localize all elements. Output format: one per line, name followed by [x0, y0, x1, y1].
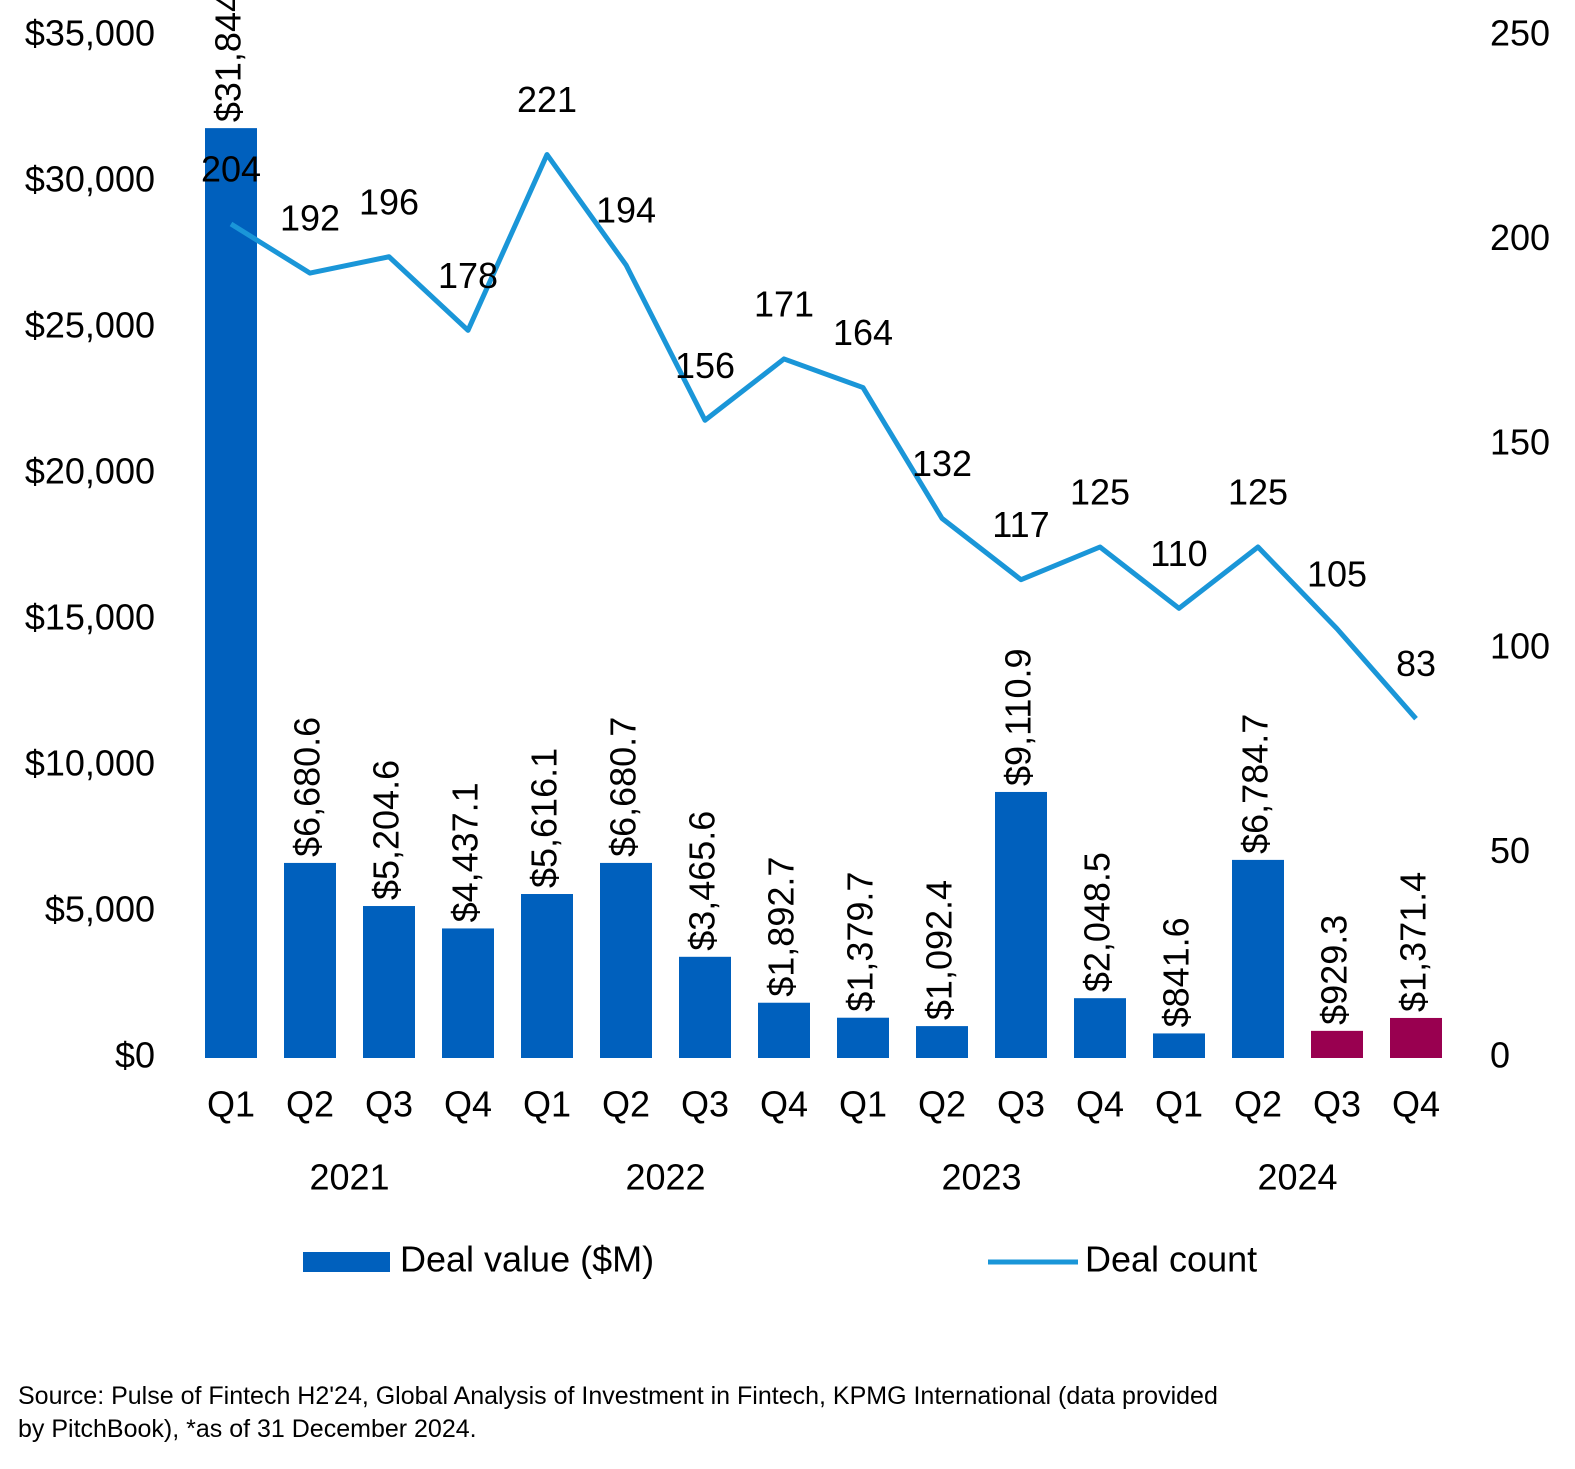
bar: [442, 928, 494, 1058]
legend-label: Deal value ($M): [400, 1239, 654, 1280]
bar-value-label: $5,616.1: [524, 748, 565, 888]
y2-tick-label: 200: [1490, 217, 1550, 258]
source-note: Source: Pulse of Fintech H2'24, Global A…: [18, 1382, 1218, 1443]
group-label: 2021: [309, 1157, 389, 1198]
legend-label: Deal count: [1085, 1239, 1257, 1280]
chart: $0 $5,000 $10,000 $15,000 $20,000 $25,000 $30,…: [25, 0, 1550, 1280]
bar-value-label: $6,680.7: [603, 717, 644, 857]
bar-value-label: $5,204.6: [366, 760, 407, 900]
line-value-label: 105: [1307, 553, 1367, 594]
x-tick-label: Q3: [997, 1084, 1045, 1125]
line-value-label: 204: [201, 149, 261, 190]
bar-value-label: $31,844.9: [208, 0, 249, 122]
line-value-label: 194: [596, 189, 656, 230]
line-value-label: 221: [517, 79, 577, 120]
line-value-label: 132: [912, 443, 972, 484]
x-tick-label: Q3: [681, 1084, 729, 1125]
bar-value-label: $841.6: [1156, 917, 1197, 1027]
line-value-label: 156: [675, 345, 735, 386]
bar-value-label: $6,680.6: [287, 717, 328, 857]
bar: [205, 128, 257, 1059]
x-tick-label: Q1: [1155, 1084, 1203, 1125]
y-tick-label: $15,000: [25, 597, 155, 638]
x-tick-label: Q1: [207, 1084, 255, 1125]
line-value-label: 117: [992, 504, 1049, 545]
y2-tick-label: 150: [1490, 421, 1550, 462]
line-value-label: 178: [438, 255, 498, 296]
line-value-label: 164: [833, 312, 893, 353]
x-tick-label: Q1: [523, 1084, 571, 1125]
x-tick-label: Q3: [1313, 1084, 1361, 1125]
x-tick-label: Q2: [1234, 1084, 1282, 1125]
y-tick-label: $0: [115, 1035, 155, 1076]
bar: [1074, 998, 1126, 1058]
bar-value-label: $1,092.4: [919, 880, 960, 1020]
bar: [1232, 859, 1284, 1058]
x-tick-label: Q4: [1076, 1084, 1124, 1125]
line-value-label: 125: [1070, 472, 1130, 513]
bar-value-label: $929.3: [1314, 915, 1355, 1025]
y-tick-label: $10,000: [25, 743, 155, 784]
bar: [284, 862, 336, 1058]
line-value-label: 110: [1150, 533, 1207, 574]
x-tick-label: Q1: [839, 1084, 887, 1125]
y2-tick-label: 100: [1490, 626, 1550, 667]
y2-tick-label: 50: [1490, 830, 1530, 871]
bar-value-label: $4,437.1: [445, 782, 486, 922]
bar: [916, 1026, 968, 1058]
bar-value-label: $1,379.7: [840, 872, 881, 1012]
bar: [1153, 1033, 1205, 1058]
bar: [1311, 1030, 1363, 1058]
x-tick-label: Q2: [918, 1084, 966, 1125]
line-value-label: 171: [754, 283, 814, 324]
y2-tick-label: 250: [1490, 13, 1550, 54]
bar-value-label: $1,371.4: [1393, 872, 1434, 1012]
bar: [679, 956, 731, 1058]
x-tick-label: Q2: [286, 1084, 334, 1125]
y-tick-label: $20,000: [25, 451, 155, 492]
bar: [1390, 1017, 1442, 1058]
bar: [758, 1002, 810, 1058]
line: [229, 152, 1418, 721]
x-tick-label: Q2: [602, 1084, 650, 1125]
bar-value-label: $6,784.7: [1235, 714, 1276, 854]
y-tick-label: $25,000: [25, 305, 155, 346]
bar: [363, 906, 415, 1058]
bar-value-label: $2,048.5: [1077, 852, 1118, 992]
line-value-label: 125: [1228, 472, 1288, 513]
group-label: 2024: [1257, 1157, 1337, 1198]
group-label: 2023: [941, 1157, 1021, 1198]
line-value-label: 196: [359, 181, 419, 222]
legend-swatch: [303, 1252, 390, 1272]
group-label: 2022: [625, 1157, 705, 1198]
bar-value-label: $3,465.6: [682, 811, 723, 951]
bar-value-label: $9,110.9: [998, 648, 1039, 785]
y-tick-label: $35,000: [25, 13, 155, 54]
line-value-label: 192: [280, 198, 340, 239]
x-tick-label: Q3: [365, 1084, 413, 1125]
y-tick-label: $30,000: [25, 159, 155, 200]
bar-value-label: $1,892.7: [761, 857, 802, 997]
y-tick-label: $5,000: [45, 889, 155, 930]
bar: [600, 862, 652, 1058]
x-tick-label: Q4: [1392, 1084, 1440, 1125]
y2-tick-label: 0: [1490, 1035, 1510, 1076]
x-tick-label: Q4: [760, 1084, 808, 1125]
line-value-label: 83: [1396, 643, 1436, 684]
bar: [995, 791, 1047, 1058]
x-tick-label: Q4: [444, 1084, 492, 1125]
bar: [521, 894, 573, 1058]
bar: [837, 1017, 889, 1058]
